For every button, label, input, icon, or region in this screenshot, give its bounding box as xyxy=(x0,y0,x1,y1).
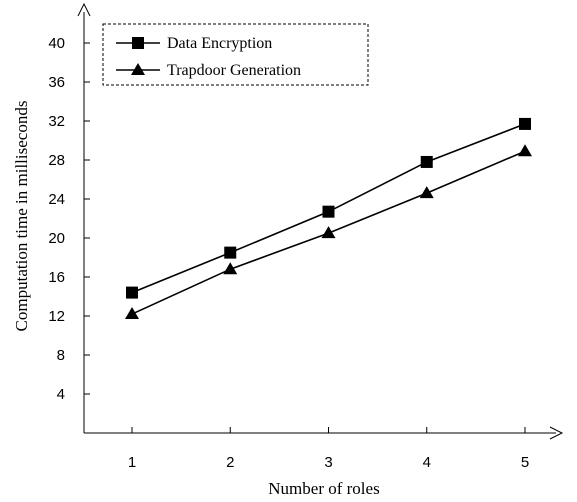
x-tick-label: 1 xyxy=(128,454,136,471)
data-point xyxy=(224,246,237,259)
data-point xyxy=(125,307,139,320)
legend: Data Encryption Trapdoor Generation xyxy=(102,23,369,86)
data-point xyxy=(419,186,434,199)
legend-item: Data Encryption xyxy=(116,35,272,52)
series-group xyxy=(125,117,532,320)
legend-label: Trapdoor Generation xyxy=(167,62,301,79)
y-tick-label: 4 xyxy=(57,386,65,403)
legend-label: Data Encryption xyxy=(167,35,272,52)
data-point xyxy=(126,286,138,299)
x-axis-arrow xyxy=(549,426,564,440)
y-tick-label: 36 xyxy=(48,74,65,91)
data-point xyxy=(322,205,335,218)
series-data-encryption xyxy=(126,117,531,299)
legend-box xyxy=(102,23,369,86)
y-tick-label: 20 xyxy=(48,230,65,247)
x-axis-title: Number of roles xyxy=(268,479,379,498)
y-tick-label: 16 xyxy=(48,269,65,286)
legend-marker xyxy=(132,37,144,49)
series-trapdoor-generation xyxy=(125,144,532,320)
legend-item: Trapdoor Generation xyxy=(116,62,301,79)
x-tick-label: 5 xyxy=(521,454,529,471)
y-axis-title: Computation time in milliseconds xyxy=(12,101,31,332)
y-tick-label: 24 xyxy=(48,191,65,208)
data-point xyxy=(518,144,532,157)
x-tick-label: 4 xyxy=(423,454,431,471)
y-tick-label: 32 xyxy=(48,113,65,130)
data-point xyxy=(223,262,238,275)
legend-marker xyxy=(131,63,145,75)
y-tick-label: 40 xyxy=(48,35,65,52)
y-tick-label: 28 xyxy=(48,152,65,169)
x-tick-label: 2 xyxy=(226,454,234,471)
x-tick-label: 3 xyxy=(324,454,332,471)
y-tick-label: 8 xyxy=(57,347,65,364)
data-point xyxy=(321,226,336,239)
y-axis-arrow xyxy=(77,2,91,17)
y-tick-label: 12 xyxy=(48,308,65,325)
data-point xyxy=(519,117,531,130)
data-point xyxy=(420,155,433,168)
